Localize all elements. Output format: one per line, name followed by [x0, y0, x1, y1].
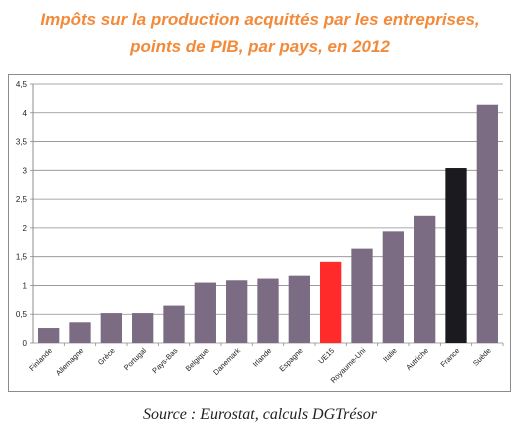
x-tick-label: Grèce [96, 346, 117, 367]
chart-source: Source : Eurostat, calculs DGTrésor [143, 406, 377, 423]
y-tick-label: 3 [23, 166, 28, 175]
x-tick-label: UE15 [316, 346, 336, 366]
bar-france [445, 168, 467, 343]
x-tick-label: Autriche [404, 346, 430, 372]
bar-finlande [38, 328, 60, 343]
bar-royaume-uni [351, 248, 373, 343]
bar-irlande [257, 278, 279, 343]
y-tick-label: 1,5 [16, 253, 28, 262]
bar-allemagne [69, 322, 91, 343]
x-tick-label: Belgique [184, 346, 211, 373]
y-tick-label: 4,5 [16, 80, 28, 89]
bar-grèce [100, 313, 122, 343]
bar-chart: 0 0,5 1 1,5 2 2,5 3 3,5 4 4,5 Finlande Allemagne Grè… [16, 80, 504, 385]
x-tick-label: Danemark [211, 346, 242, 377]
bar-ue15 [320, 261, 342, 343]
bar-italie [382, 231, 404, 343]
x-tick-label: Italie [381, 346, 399, 364]
y-tick-label: 4 [23, 109, 28, 118]
bar-suède [476, 104, 498, 343]
chart-title-line-1: Impôts sur la production acquittés par l… [40, 10, 480, 29]
x-tick-label: Pays-Bas [150, 346, 179, 375]
x-tick-label: Irlande [251, 346, 274, 369]
bar-belgique [194, 282, 216, 343]
y-tick-label: 1 [23, 281, 28, 290]
bar-portugal [132, 313, 154, 343]
bar-espagne [288, 275, 310, 343]
x-tick-label: Finlande [27, 346, 54, 373]
bar-pays-bas [163, 305, 185, 343]
x-tick-label: Espagne [277, 346, 304, 373]
y-tick-label: 0 [23, 339, 28, 348]
x-tick-label: France [439, 346, 462, 369]
x-tick-label: Allemagne [54, 346, 85, 377]
y-tick-label: 0,5 [16, 310, 28, 319]
chart-title-line-2: points de PIB, par pays, en 2012 [130, 37, 390, 56]
y-tick-label: 2 [23, 224, 28, 233]
bar-danemark [226, 280, 248, 343]
y-tick-label: 3,5 [16, 138, 28, 147]
x-tick-label: Portugal [122, 346, 148, 372]
bar-autriche [414, 215, 436, 343]
y-tick-label: 2,5 [16, 195, 28, 204]
x-tick-label: Suède [471, 346, 493, 368]
